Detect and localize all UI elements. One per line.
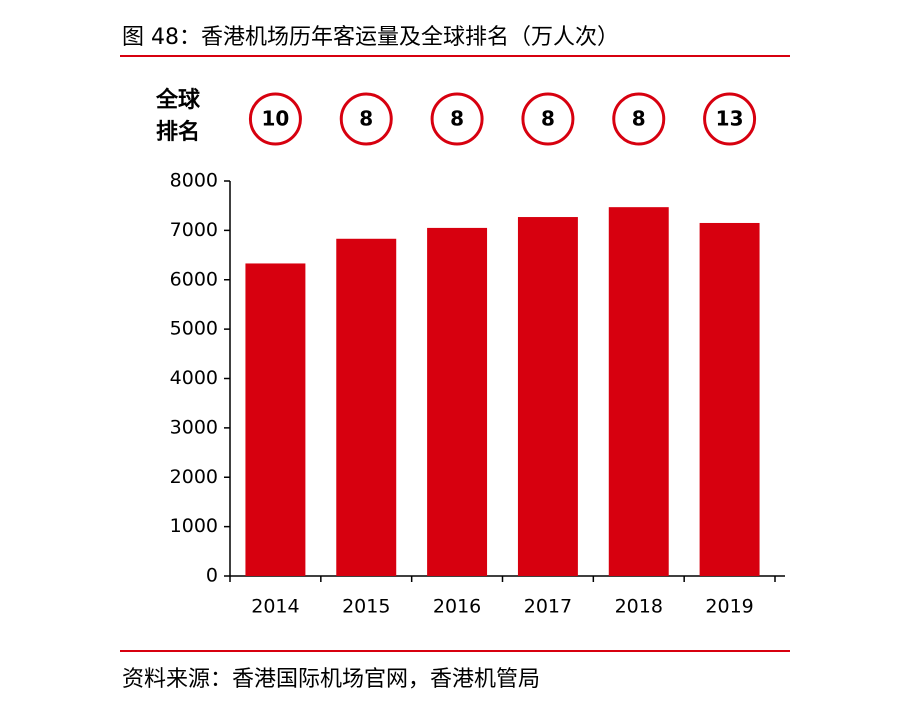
rank-value: 8 <box>632 107 646 131</box>
chart-title: 图 48：香港机场历年客运量及全球排名（万人次） <box>122 25 619 50</box>
rank-circle <box>521 92 575 146</box>
rank-circle <box>703 92 757 146</box>
y-tick-label: 3000 <box>170 416 218 438</box>
rank-value: 13 <box>716 107 744 131</box>
rank-value: 10 <box>261 107 289 131</box>
x-tick-label: 2016 <box>433 596 481 618</box>
bar <box>608 207 669 576</box>
rank-value: 8 <box>541 107 555 131</box>
x-tick-label: 2018 <box>615 596 663 618</box>
y-tick-label: 2000 <box>170 466 218 488</box>
rank-label: 全球 <box>155 87 201 113</box>
rank-value: 8 <box>359 107 373 131</box>
y-tick-label: 0 <box>206 565 218 587</box>
y-tick-label: 6000 <box>170 268 218 290</box>
rank-circle <box>612 92 666 146</box>
rank-value: 8 <box>450 107 464 131</box>
rank-label: 排名 <box>156 119 200 145</box>
x-tick-label: 2015 <box>342 596 390 618</box>
y-tick-label: 8000 <box>170 170 218 192</box>
y-tick-label: 4000 <box>170 367 218 389</box>
y-tick-label: 1000 <box>170 515 218 537</box>
bar <box>699 222 760 576</box>
bar <box>336 238 397 577</box>
x-tick-label: 2014 <box>251 596 299 618</box>
bar <box>517 217 578 576</box>
y-tick-label: 7000 <box>170 219 218 241</box>
bar <box>245 263 306 576</box>
y-tick-label: 5000 <box>170 318 218 340</box>
bar <box>427 227 488 576</box>
rank-circle <box>430 92 484 146</box>
source: 资料来源：香港国际机场官网，香港机管局 <box>122 667 540 692</box>
rank-circle <box>339 92 393 146</box>
rank-circle <box>248 92 302 146</box>
x-tick-label: 2019 <box>705 596 753 618</box>
x-tick-label: 2017 <box>524 596 572 618</box>
